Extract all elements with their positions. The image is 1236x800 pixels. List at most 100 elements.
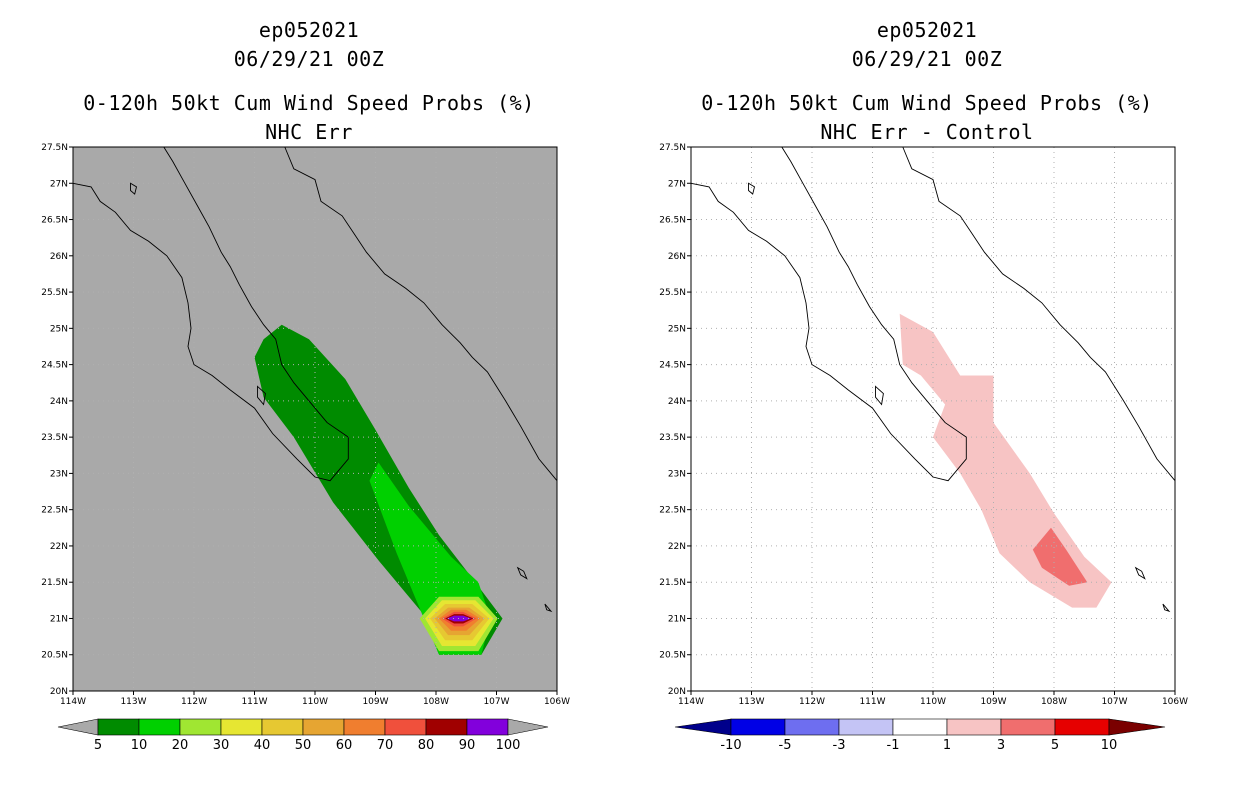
colorbar-swatch	[892, 718, 948, 736]
y-tick-label: 26N	[668, 252, 686, 262]
colorbar-label: 10	[131, 738, 148, 753]
y-tick-label: 24N	[50, 397, 68, 407]
colorbar-label: 10	[1101, 738, 1118, 753]
colorbar-swatch	[138, 718, 181, 736]
x-tick-label: 109W	[980, 697, 1006, 707]
colorbar-label: 70	[377, 738, 394, 753]
contour-90	[446, 615, 472, 622]
y-tick-label: 27.5N	[659, 143, 686, 153]
island	[1134, 566, 1146, 580]
x-tick-label: 113W	[738, 697, 764, 707]
contour-1	[899, 313, 1112, 608]
y-tick-label: 21.5N	[659, 578, 686, 588]
y-tick-label: 23N	[668, 469, 686, 479]
y-tick-label: 20N	[668, 687, 686, 697]
x-tick-label: 110W	[302, 697, 328, 707]
coastline-mainland	[284, 146, 558, 481]
colorbar-swatch	[466, 718, 509, 736]
x-tick-label: 112W	[799, 697, 825, 707]
storm-id-title: ep052021	[258, 18, 360, 42]
colorbar-swatch	[425, 718, 468, 736]
left-panel: ep052021 06/29/21 00Z 0-120h 50kt Cum Wi…	[41, 18, 570, 753]
colorbar-label: 90	[459, 738, 476, 753]
x-tick-label: 111W	[241, 697, 267, 707]
colorbar-label: 50	[295, 738, 312, 753]
y-tick-label: 25N	[668, 324, 686, 334]
island	[1162, 603, 1171, 613]
y-tick-label: 24N	[668, 397, 686, 407]
plot-area	[691, 147, 1175, 691]
y-tick-label: 24.5N	[659, 361, 686, 371]
colorbar-label: 40	[254, 738, 271, 753]
y-tick-label: 22N	[50, 542, 68, 552]
colorbar-label: 60	[336, 738, 353, 753]
y-tick-label: 20.5N	[41, 651, 68, 661]
coastline-mainland	[902, 146, 1176, 481]
colorbar-label: 30	[213, 738, 230, 753]
right-panel: ep052021 06/29/21 00Z 0-120h 50kt Cum Wi…	[618, 0, 1236, 800]
colorbar-under-triangle	[674, 718, 732, 736]
product-title: 0-120h 50kt Cum Wind Speed Probs (%)	[701, 91, 1153, 115]
y-tick-label: 27.5N	[41, 143, 68, 153]
colorbar-label: 80	[418, 738, 435, 753]
y-tick-label: 25.5N	[659, 288, 686, 298]
y-tick-label: 23.5N	[41, 433, 68, 443]
y-tick-label: 27N	[668, 179, 686, 189]
subtitle: NHC Err	[265, 120, 353, 144]
y-tick-label: 26.5N	[659, 216, 686, 226]
colorbar-swatch	[302, 718, 345, 736]
y-tick-label: 26.5N	[41, 216, 68, 226]
island	[257, 385, 266, 406]
colorbar-swatch	[220, 718, 263, 736]
colorbar-swatch	[384, 718, 427, 736]
y-tick-label: 21N	[50, 614, 68, 624]
coastline-baja	[690, 146, 967, 482]
x-tick-label: 108W	[423, 697, 449, 707]
x-tick-label: 114W	[678, 697, 704, 707]
x-tick-label: 107W	[483, 697, 509, 707]
y-tick-label: 21.5N	[41, 578, 68, 588]
island	[875, 385, 884, 406]
colorbar-swatch	[179, 718, 222, 736]
y-tick-label: 22N	[668, 542, 686, 552]
colorbar-swatch	[946, 718, 1002, 736]
product-title: 0-120h 50kt Cum Wind Speed Probs (%)	[83, 91, 535, 115]
date-title: 06/29/21 00Z	[851, 47, 1003, 71]
colorbar-label: 20	[172, 738, 189, 753]
colorbar-swatch	[730, 718, 786, 736]
contour-3	[1032, 527, 1088, 586]
x-tick-label: 110W	[920, 697, 946, 707]
x-tick-label: 106W	[1162, 697, 1188, 707]
storm-id-title: ep052021	[876, 18, 978, 42]
colorbar-swatch	[343, 718, 386, 736]
x-tick-label: 114W	[60, 697, 86, 707]
y-tick-label: 25.5N	[41, 288, 68, 298]
colorbar-label: -5	[779, 738, 792, 753]
x-tick-label: 107W	[1101, 697, 1127, 707]
y-tick-label: 20N	[50, 687, 68, 697]
island	[130, 182, 138, 195]
island	[544, 603, 553, 613]
colorbar-label: 5	[1051, 738, 1059, 753]
colorbar-label: 5	[94, 738, 102, 753]
colorbar-swatch	[261, 718, 304, 736]
y-tick-label: 26N	[50, 252, 68, 262]
colorbar-label: -3	[833, 738, 846, 753]
colorbar-over-triangle	[507, 718, 549, 736]
x-tick-label: 112W	[181, 697, 207, 707]
subtitle: NHC Err - Control	[820, 120, 1034, 144]
x-tick-label: 109W	[362, 697, 388, 707]
y-tick-label: 24.5N	[41, 361, 68, 371]
colorbar-swatch	[1000, 718, 1056, 736]
x-tick-label: 106W	[544, 697, 570, 707]
colorbar-label: 3	[997, 738, 1005, 753]
island	[748, 182, 756, 195]
difference-map: 114W 113W 112W 111W 110W 109W 108W 107W 106W 20N 2…	[659, 143, 1188, 753]
x-tick-label: 113W	[120, 697, 146, 707]
y-tick-label: 21N	[668, 614, 686, 624]
island	[516, 566, 528, 580]
colorbar-label: -1	[887, 738, 900, 753]
y-tick-label: 25N	[50, 324, 68, 334]
colorbar-label: -10	[720, 738, 741, 753]
x-tick-label: 111W	[859, 697, 885, 707]
